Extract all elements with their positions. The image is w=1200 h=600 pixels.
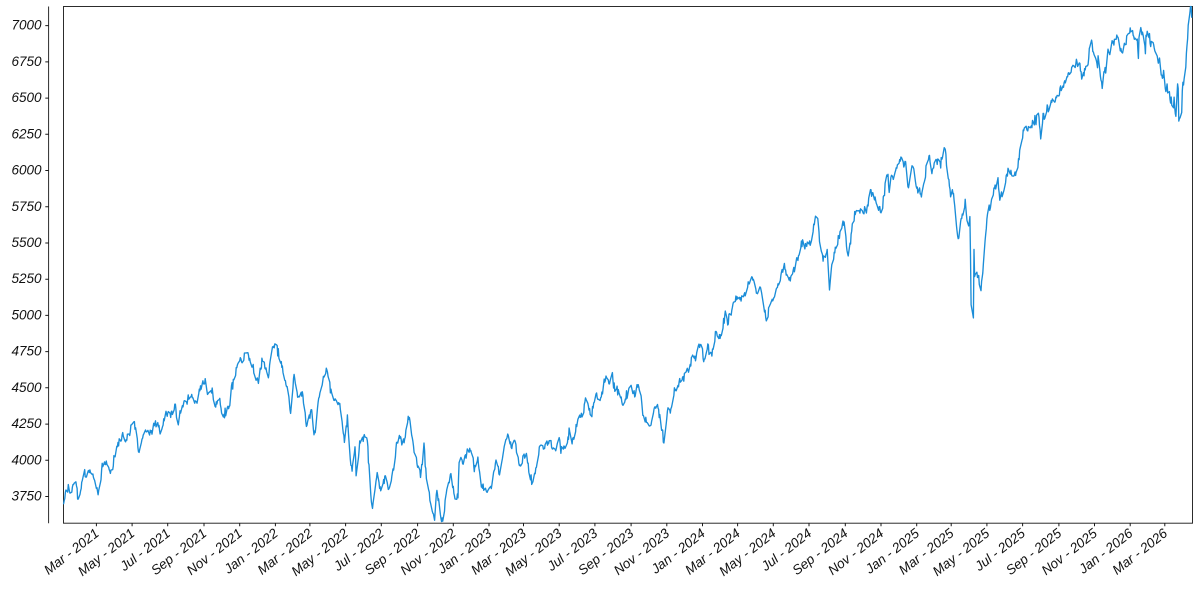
svg-text:4750: 4750	[11, 344, 42, 359]
svg-text:5250: 5250	[11, 271, 42, 286]
svg-text:4500: 4500	[11, 380, 42, 395]
svg-text:5750: 5750	[11, 199, 42, 214]
svg-text:4000: 4000	[11, 452, 42, 467]
svg-text:5500: 5500	[11, 235, 42, 250]
svg-text:6000: 6000	[11, 163, 42, 178]
svg-text:7000: 7000	[11, 18, 42, 33]
svg-text:3750: 3750	[11, 489, 42, 504]
svg-text:6500: 6500	[11, 90, 42, 105]
svg-text:6250: 6250	[11, 126, 42, 141]
svg-text:4250: 4250	[11, 416, 42, 431]
svg-text:5000: 5000	[11, 307, 42, 322]
svg-text:6750: 6750	[11, 54, 42, 69]
